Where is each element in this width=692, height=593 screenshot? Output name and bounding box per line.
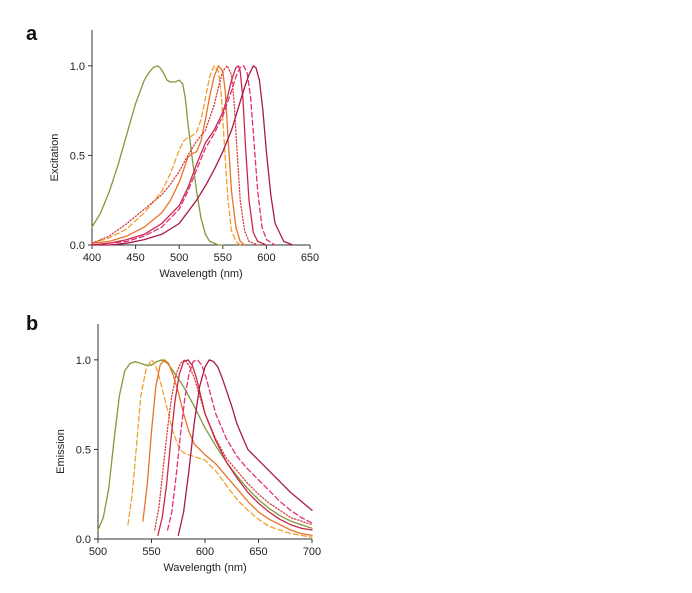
x-tick-label: 500 <box>89 546 107 558</box>
x-tick-label: 550 <box>142 546 160 558</box>
panel-letter: b <box>26 313 38 335</box>
series-line-2 <box>127 359 313 538</box>
x-tick-label: 600 <box>257 252 275 264</box>
panel-b: b 500 550 600 650 700 0.0 0.5 1.0 Wavelength (nm)… <box>26 313 321 574</box>
x-tick-label: 650 <box>301 252 319 264</box>
panel-a: a 400 450 500 550 600 650 0.0 0.5 1.0 Wavelength (… <box>26 23 319 280</box>
series-line-1 <box>91 65 224 246</box>
x-axis-title: Wavelength (nm) <box>159 268 242 280</box>
x-tick-label: 700 <box>303 546 321 558</box>
y-tick-label: 0.0 <box>70 240 85 252</box>
series-line-3 <box>91 65 246 246</box>
series-line-5 <box>91 65 268 246</box>
series-line-4 <box>91 65 259 246</box>
x-tick-label: 400 <box>83 252 101 264</box>
series-line-7 <box>177 359 313 537</box>
series-line-4 <box>154 359 313 531</box>
series-line-6 <box>91 65 276 246</box>
x-axis-title: Wavelength (nm) <box>163 562 246 574</box>
x-tick-label: 550 <box>214 252 232 264</box>
y-tick-label: 1.0 <box>70 61 85 73</box>
y-tick-label: 0.5 <box>70 150 85 162</box>
panel-letter: a <box>26 23 38 45</box>
series-line-6 <box>166 359 313 531</box>
series-line-5 <box>157 359 313 537</box>
y-axis-title: Emission <box>55 429 67 474</box>
x-tick-label: 650 <box>249 546 267 558</box>
series-line-7 <box>91 65 294 246</box>
x-tick-label: 500 <box>170 252 188 264</box>
series-line-1 <box>97 359 313 531</box>
series-line-3 <box>142 359 313 537</box>
x-tick-label: 450 <box>126 252 144 264</box>
y-tick-label: 1.0 <box>76 355 91 367</box>
y-tick-label: 0.0 <box>76 534 91 546</box>
x-tick-label: 600 <box>196 546 214 558</box>
y-axis-title: Excitation <box>49 134 61 182</box>
series-line-2 <box>91 65 241 246</box>
y-tick-label: 0.5 <box>76 444 91 456</box>
